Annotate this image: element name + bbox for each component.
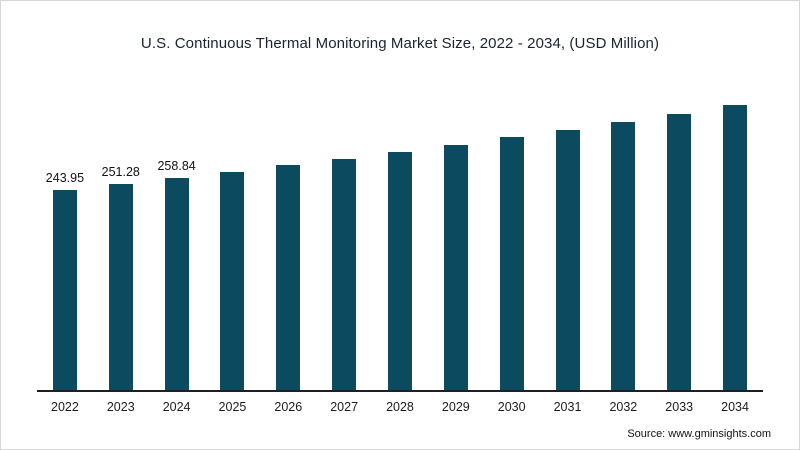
bar-group-2033: 2033 [651,89,707,414]
x-tick-label: 2034 [721,400,749,414]
bar-group-2030: 2030 [484,89,540,414]
chart-title: U.S. Continuous Thermal Monitoring Marke… [140,35,660,52]
bar-group-2024: 258.84 2024 [149,89,205,414]
x-tick-label: 2033 [665,400,694,414]
x-tick-label: 2029 [441,400,470,414]
bar [443,144,468,390]
bar-group-2022: 243.95 2022 [37,89,93,414]
x-tick-label: 2028 [386,400,414,414]
x-tick-label: 2023 [106,400,135,414]
bar-group-2028: 2028 [372,89,428,414]
bar [276,165,301,390]
bar [611,121,636,390]
bar-group-2031: 2031 [540,89,596,414]
bar-value-label: 251.28 [101,165,140,180]
source-note: Source: www.gminsights.com [627,428,771,440]
x-tick-label: 2025 [218,400,247,414]
bar [555,129,580,390]
x-tick-label: 2032 [609,400,638,414]
bar-group-2029: 2029 [428,89,484,414]
x-tick-label: 2027 [330,400,359,414]
bar-group-2034: 2034 [707,89,763,414]
x-tick-label: 2031 [553,400,582,414]
x-tick-label: 2030 [497,400,526,414]
bar [332,158,357,390]
plot-area: 243.95 2022 251.28 2023 258.84 2024 2025 2026 20… [37,89,763,414]
bar-group-2032: 2032 [595,89,651,414]
x-tick-label: 2024 [162,400,191,414]
bar-value-label: 258.84 [157,159,196,174]
bar-value-label: 243.95 [45,171,85,186]
bar [387,151,412,390]
bar [499,137,524,390]
bar [164,178,189,390]
bar [52,190,77,390]
bar [723,105,748,390]
bar [667,113,692,390]
bar [220,171,245,390]
bar-group-2025: 2025 [205,89,261,414]
x-tick-label: 2022 [51,400,79,414]
bar-group-2026: 2026 [260,89,316,414]
bar-group-2027: 2027 [316,89,372,414]
bar-group-2023: 251.28 2023 [93,89,149,414]
x-tick-label: 2026 [274,400,303,414]
bar [108,184,133,390]
